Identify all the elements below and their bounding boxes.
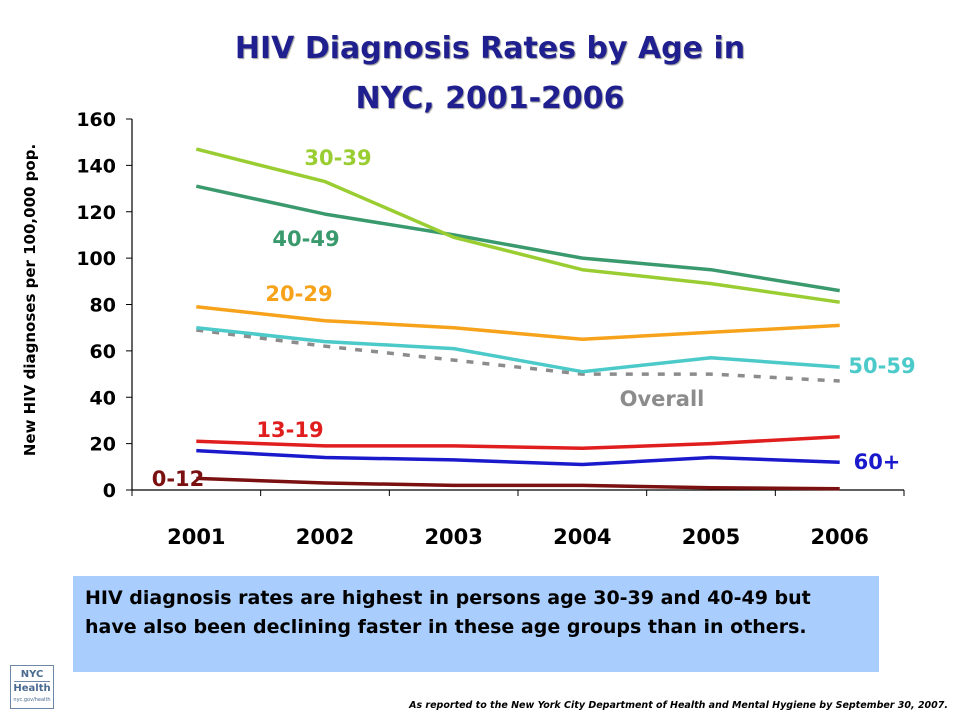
x-tick-label: 2002 — [296, 525, 354, 549]
series-label-60-: 60+ — [854, 450, 901, 474]
y-tick-label: 40 — [90, 387, 116, 409]
chart-title-line1: HIV Diagnosis Rates by Age in — [234, 31, 746, 66]
x-tick-label: 2006 — [810, 525, 868, 549]
series-line-0-12 — [196, 476, 840, 491]
logo-health-text: Health — [13, 683, 51, 694]
series-label-overall: Overall — [620, 387, 705, 411]
logo-url-text: nyc.gov/health — [13, 697, 51, 703]
series-label-20-29: 20-29 — [265, 282, 332, 306]
chart-title-line2: NYC, 2001-2006 — [355, 81, 625, 116]
y-tick-label: 80 — [90, 295, 116, 317]
series-label-40-49: 40-49 — [272, 227, 339, 251]
series-label-50-59: 50-59 — [848, 354, 915, 378]
chart-title: HIV Diagnosis Rates by Age in NYC, 2001-… — [150, 24, 830, 124]
x-tick-label: 2001 — [167, 525, 225, 549]
series-line-13-19 — [196, 434, 840, 451]
y-tick-label: 120 — [76, 202, 116, 224]
series-line-30-39 — [195, 147, 840, 304]
y-tick-label: 100 — [76, 248, 116, 270]
nyc-health-logo: NYC Health nyc.gov/health — [10, 665, 54, 709]
series-line-40-49 — [195, 184, 840, 293]
series-line-60- — [196, 448, 840, 467]
x-tick-label: 2003 — [424, 525, 482, 549]
line-chart: 0 20 40 60 80 100 120 140 160 2001 2002 2003 2004 200… — [76, 109, 915, 549]
y-tick-label: 160 — [76, 109, 116, 131]
source-footnote: As reported to the New York City Departm… — [409, 700, 948, 711]
series-label-13-19: 13-19 — [256, 418, 323, 442]
logo-nyc-text: NYC — [14, 668, 50, 682]
y-tick-label: 0 — [103, 480, 116, 502]
series-label-0-12: 0-12 — [152, 467, 205, 491]
series-line-50-59 — [196, 325, 840, 374]
y-tick-label: 20 — [90, 434, 116, 456]
x-tick-label: 2005 — [682, 525, 740, 549]
y-tick-label: 140 — [76, 155, 116, 177]
series-line-20-29 — [196, 305, 840, 342]
series-line-overall — [196, 328, 840, 383]
y-tick-label: 60 — [90, 341, 116, 363]
x-tick-label: 2004 — [553, 525, 611, 549]
series-label-30-39: 30-39 — [304, 146, 371, 170]
summary-callout: HIV diagnosis rates are highest in perso… — [73, 576, 879, 672]
